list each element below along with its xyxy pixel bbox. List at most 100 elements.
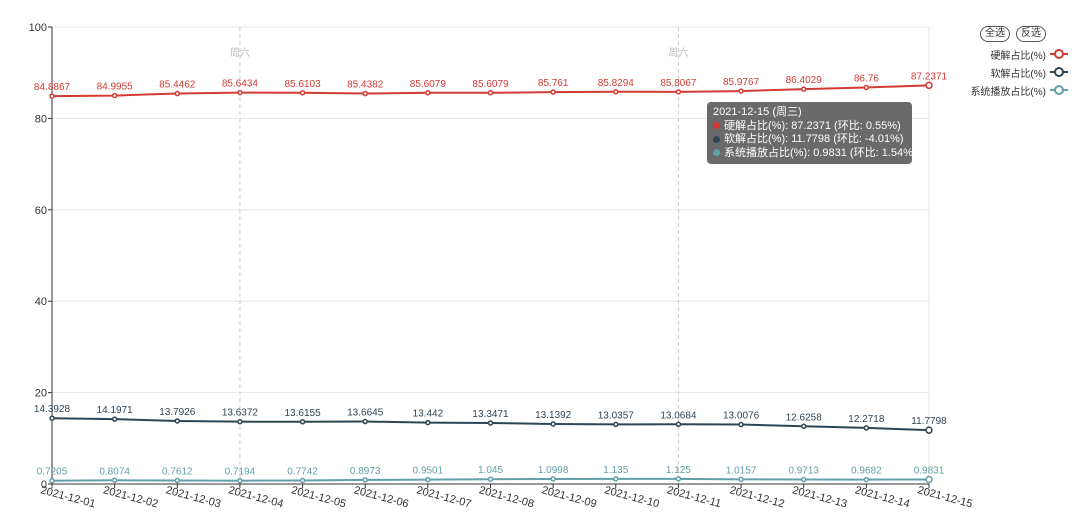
data-point [237, 477, 243, 484]
data-label: 85.6079 [472, 79, 509, 90]
data-label: 0.7194 [225, 467, 256, 478]
legend-swatch-circle [1054, 49, 1064, 59]
data-point [925, 81, 933, 90]
data-label: 13.0076 [723, 411, 760, 422]
tooltip-dot [713, 135, 720, 143]
x-tick-label: 2021-12-14 [854, 484, 911, 510]
data-point [925, 426, 933, 434]
data-label: 12.6258 [786, 412, 823, 423]
tooltip-row: 软解占比(%): 11.7798 (环比: -4.01%) [713, 133, 906, 147]
data-label: 11.7798 [911, 416, 947, 427]
data-label: 13.1392 [535, 410, 572, 421]
x-tick-label: 2021-12-02 [102, 484, 159, 510]
y-tick-label: 80 [35, 113, 47, 125]
data-point [800, 423, 807, 430]
data-point [487, 90, 494, 96]
data-label: 85.4382 [347, 80, 384, 91]
data-point [362, 90, 368, 97]
data-label: 1.045 [478, 465, 503, 476]
data-point [550, 89, 556, 95]
data-label: 0.7742 [287, 466, 318, 477]
data-label: 1.125 [666, 465, 691, 476]
data-point [237, 89, 243, 96]
data-point [362, 477, 368, 483]
y-tick-label: 100 [29, 22, 47, 34]
data-point [49, 415, 55, 421]
data-point [863, 84, 870, 91]
x-tick-label: 2021-12-04 [227, 484, 284, 510]
x-tick-label: 2021-12-10 [603, 484, 660, 510]
data-label: 0.9501 [413, 466, 444, 477]
legend-item-label: 软解占比(%) [990, 68, 1046, 80]
x-tick-label: 2021-12-06 [352, 484, 409, 510]
data-point [925, 475, 933, 484]
data-point [111, 416, 118, 422]
weekend-marker-label: 周六 [668, 47, 688, 59]
data-point [487, 420, 494, 426]
data-label: 84.9955 [97, 82, 134, 93]
data-label: 86.76 [854, 74, 879, 85]
data-label: 85.8067 [660, 78, 697, 89]
tooltip-dot [713, 122, 720, 130]
legend-invert-button[interactable]: 反选 [1016, 26, 1046, 42]
data-point [299, 419, 306, 425]
data-point [675, 421, 682, 428]
legend-item[interactable]: 硬解占比(%) [990, 47, 1068, 62]
x-tick-label: 2021-12-07 [415, 484, 472, 510]
data-label: 14.1971 [97, 405, 134, 416]
y-tick-label: 60 [35, 205, 47, 217]
legend-item[interactable]: 软解占比(%) [990, 65, 1068, 80]
data-point [299, 477, 306, 484]
data-label: 0.9682 [851, 466, 882, 477]
tooltip-title: 2021-12-15 (周三) [713, 106, 802, 118]
tooltip-dot [713, 149, 720, 157]
data-label: 0.7205 [37, 467, 68, 478]
data-label: 0.8074 [99, 466, 130, 477]
data-label: 0.8973 [350, 466, 381, 477]
legend-select-all-button[interactable]: 全选 [980, 26, 1010, 42]
y-tick-label: 0 [41, 479, 47, 491]
data-label: 13.6155 [284, 408, 321, 419]
series-layer: 84.8867 84.9955 85.4462 85.6434 85.6103 85.43… [34, 71, 948, 484]
y-tick-label: 20 [35, 388, 47, 400]
grid-lines [52, 26, 930, 484]
legend-swatch-icon [1050, 67, 1068, 77]
data-point [425, 419, 431, 426]
x-tick-label: 2021-12-09 [540, 484, 597, 510]
data-label: 13.0684 [660, 410, 697, 421]
x-tick-label: 2021-12-11 [666, 484, 723, 510]
data-label: 0.7612 [162, 467, 193, 478]
data-point [613, 421, 619, 428]
data-point [738, 421, 744, 428]
data-label: 13.0357 [598, 410, 635, 421]
legend-item[interactable]: 系统播放占比(%) [970, 83, 1068, 98]
data-point [800, 476, 807, 483]
data-label: 13.442 [413, 409, 444, 420]
data-point [362, 418, 368, 425]
data-label: 85.761 [538, 78, 569, 89]
data-point [550, 476, 556, 482]
data-label: 14.3928 [34, 404, 71, 415]
data-label: 0.9831 [914, 466, 945, 477]
data-point [800, 86, 807, 92]
data-point [487, 476, 494, 482]
data-label: 13.6372 [222, 408, 259, 419]
data-point [425, 476, 431, 483]
data-label: 87.2371 [911, 71, 948, 82]
data-point [111, 92, 118, 99]
data-label: 0.9713 [788, 466, 819, 477]
data-label: 85.8294 [598, 78, 635, 89]
legend-item-label: 系统播放占比(%) [970, 86, 1046, 98]
y-tick-label: 40 [35, 296, 47, 308]
data-label: 84.8867 [34, 82, 71, 93]
data-point [613, 476, 619, 482]
x-tick-label: 2021-12-15 [916, 484, 973, 510]
data-label: 13.3471 [472, 409, 509, 420]
weekend-markers: 周六 周六 [230, 27, 688, 484]
tooltip-row: 系统播放占比(%): 0.9831 (环比: 1.54%) [713, 147, 917, 161]
data-label: 1.0998 [538, 465, 569, 476]
data-label: 86.4029 [786, 75, 823, 86]
data-point [174, 418, 181, 424]
data-label: 85.6434 [222, 79, 259, 90]
legend-swatch-circle [1054, 67, 1064, 77]
